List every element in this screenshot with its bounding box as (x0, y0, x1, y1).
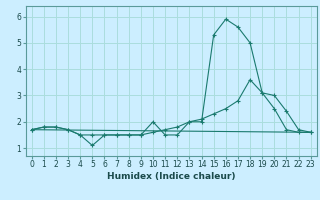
X-axis label: Humidex (Indice chaleur): Humidex (Indice chaleur) (107, 172, 236, 181)
